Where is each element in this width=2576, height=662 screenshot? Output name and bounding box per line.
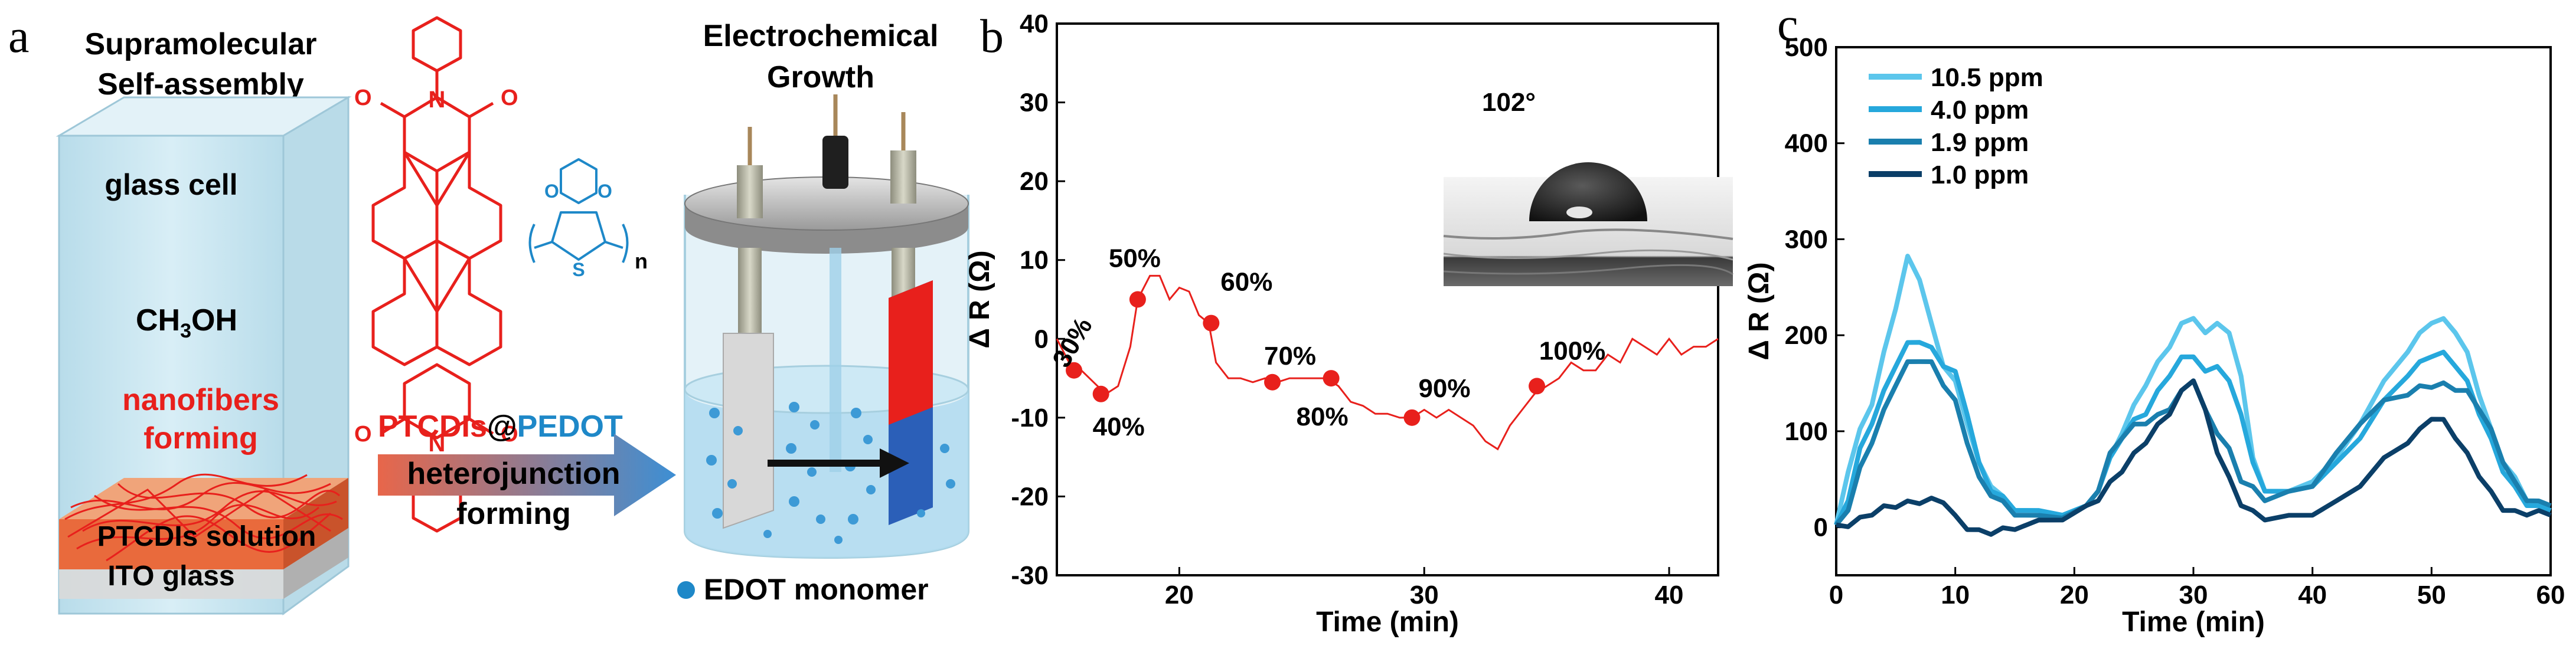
y-tick-label: -10 [1011, 404, 1049, 432]
x-tick-label: 20 [2060, 581, 2089, 609]
data-marker [1529, 378, 1546, 395]
x-tick-label: 40 [1655, 581, 1684, 609]
y-tick-label: 40 [1020, 9, 1049, 38]
y-tick-label: -30 [1011, 561, 1049, 590]
contact-angle-label: 102° [1482, 88, 1536, 117]
panel-b-chart: b 102° 20 30 40 -30 -20 -10 0 10 20 30 40 30% 40% 50… [964, 9, 1733, 638]
electrochemical-cell [684, 94, 969, 559]
y-tick-label: 0 [1034, 325, 1049, 353]
data-marker [1323, 370, 1340, 387]
y-tick-label: 300 [1785, 225, 1828, 254]
panel-a: a Supramolecular Self-assembly [8, 11, 969, 615]
y-tick-label: 200 [1785, 321, 1828, 350]
y-tick-label: 10 [1020, 246, 1049, 275]
edot-monomer-icon [677, 581, 695, 599]
legend-label: 4.0 ppm [1931, 96, 2029, 124]
pedot-structure: O O S [528, 158, 629, 280]
x-tick-label: 0 [1829, 581, 1843, 609]
electrochemical-title-line2: Growth [767, 60, 874, 94]
x-tick-label: 50 [2417, 581, 2446, 609]
edot-monomer-label: EDOT monomer [704, 573, 929, 606]
heterojunction-forming-label: forming [456, 497, 571, 531]
panel-c-plot-frame [1835, 46, 2552, 576]
x-tick-label: 20 [1165, 581, 1194, 609]
x-tick-label: 30 [2179, 581, 2208, 609]
y-tick-label: 0 [1814, 513, 1828, 542]
series-line [1836, 378, 2552, 537]
svg-text:S: S [572, 259, 585, 280]
marker-label: 30% [1047, 313, 1098, 372]
panel-c-letter: c [1777, 0, 1798, 51]
svg-text:O: O [501, 422, 518, 447]
ito-glass-label: ITO glass [107, 561, 234, 592]
contact-angle-inset [1443, 162, 1733, 286]
marker-label: 90% [1418, 374, 1470, 403]
data-marker [1403, 409, 1421, 426]
marker-label: 70% [1264, 342, 1316, 371]
y-tick-label: 30 [1020, 89, 1049, 117]
svg-text:N: N [429, 431, 446, 457]
y-tick-label: 400 [1785, 129, 1828, 158]
y-tick-label: 500 [1785, 33, 1828, 62]
svg-text:O: O [598, 181, 612, 202]
legend-label: 1.9 ppm [1931, 128, 2029, 157]
svg-text:O: O [354, 422, 372, 447]
data-marker [1203, 314, 1220, 332]
panel-c-y-axis-label: Δ R (Ω) [1744, 262, 1775, 360]
polymer-subscript-n: n [635, 249, 648, 273]
data-marker [1092, 385, 1109, 402]
panel-b-plot-frame [1056, 22, 1719, 576]
panel-c-chart: c 0 10 20 30 40 50 60 0 100 200 300 400 500 10.5 ppm… [1744, 0, 2565, 638]
nanofibers-label-line2: forming [143, 421, 258, 455]
ptcdi-molecule: N O O O O N [354, 16, 518, 533]
marker-label: 80% [1297, 402, 1349, 431]
series-line-response [1056, 274, 1719, 451]
data-marker [1066, 362, 1083, 379]
svg-text:O: O [501, 86, 518, 110]
svg-text:N: N [429, 87, 446, 113]
svg-text:O: O [544, 181, 559, 202]
panel-b-y-axis-label: Δ R (Ω) [964, 250, 995, 348]
panel-b-x-axis-label: Time (min) [1316, 607, 1459, 638]
y-tick-label: -20 [1011, 482, 1049, 511]
data-marker [1129, 291, 1146, 308]
nanofibers-label-line1: nanofibers [122, 383, 279, 417]
heterojunction-label: heterojunction [407, 457, 620, 491]
x-tick-label: 30 [1410, 581, 1439, 609]
electrochemical-title-line1: Electrochemical [703, 19, 939, 53]
nanofiber-scribbles [64, 473, 343, 562]
ptcdis-pedot-label: PTCDIs@PEDOT [378, 409, 623, 444]
x-tick-label: 60 [2536, 581, 2565, 609]
data-marker [1264, 373, 1281, 391]
marker-label: 40% [1093, 412, 1145, 441]
panel-c-legend: 10.5 ppm 4.0 ppm 1.9 ppm 1.0 ppm [1869, 63, 2043, 189]
legend-label: 10.5 ppm [1931, 63, 2043, 92]
x-tick-label: 10 [1941, 581, 1970, 609]
glass-cell [55, 96, 352, 615]
glass-cell-label: glass cell [105, 168, 237, 201]
x-tick-label: 40 [2298, 581, 2327, 609]
svg-text:O: O [354, 86, 372, 110]
y-tick-label: 20 [1020, 167, 1049, 196]
panel-a-letter: a [8, 11, 30, 63]
marker-label: 100% [1539, 336, 1606, 365]
methanol-label: CH3OH [136, 303, 237, 342]
panel-b-letter: b [980, 11, 1004, 63]
series-line [1834, 340, 2552, 526]
marker-label: 60% [1220, 268, 1272, 297]
marker-label: 50% [1109, 244, 1161, 273]
supramolecular-title-line1: Supramolecular [84, 27, 316, 61]
legend-label: 1.0 ppm [1931, 160, 2029, 189]
heterojunction-arrow [378, 434, 676, 516]
y-tick-label: 100 [1785, 417, 1828, 446]
panel-c-x-axis-label: Time (min) [2122, 607, 2265, 638]
supramolecular-title-line2: Self-assembly [97, 67, 304, 101]
ptcdis-solution-label: PTCDIs solution [97, 521, 316, 552]
series-line [1834, 254, 2552, 526]
